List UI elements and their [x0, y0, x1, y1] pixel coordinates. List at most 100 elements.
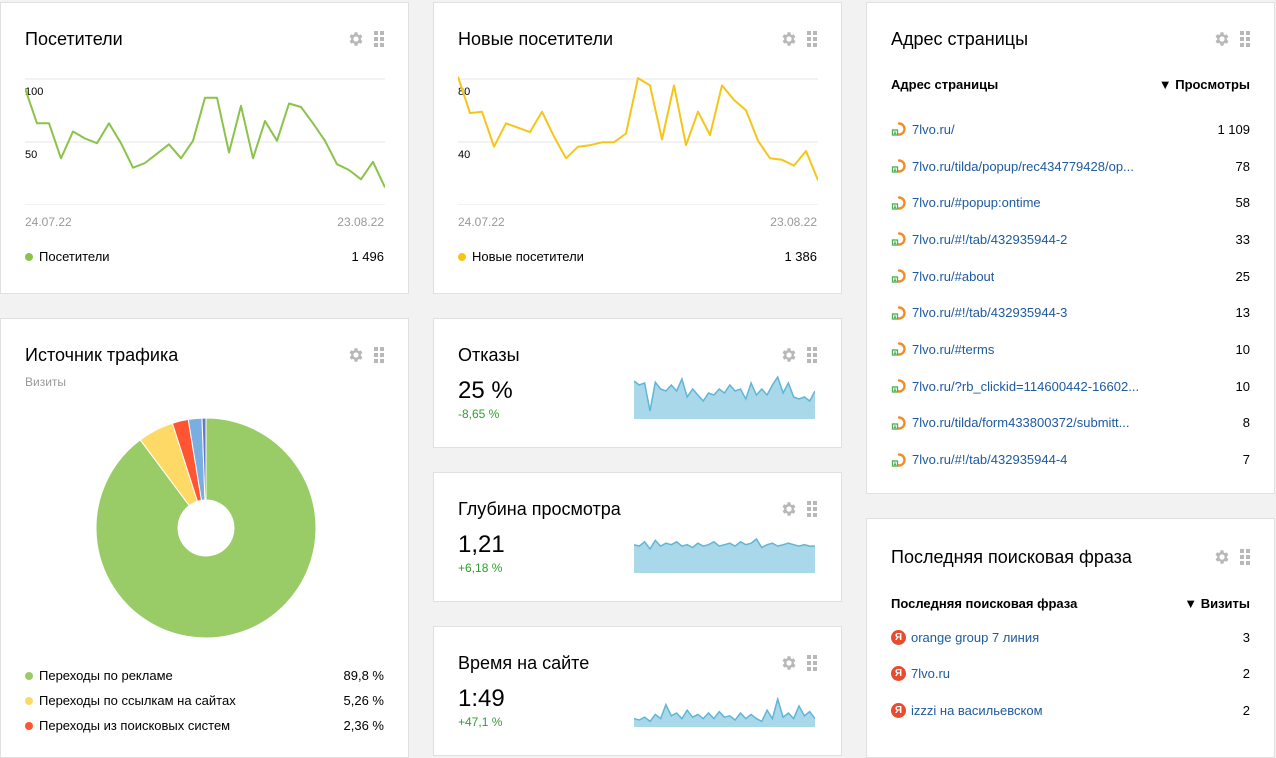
gear-icon[interactable]	[347, 346, 365, 364]
page-address-table: 7lvo.ru/1 109 7lvo.ru/tilda/popup/rec4347…	[891, 111, 1250, 478]
drag-handle-icon[interactable]	[807, 655, 817, 671]
table-header: Адрес страницы ▼ Просмотры	[891, 77, 1250, 92]
time-sparkline	[634, 697, 815, 727]
page-link-icon	[891, 122, 906, 137]
metric-delta: +6,18 %	[458, 561, 503, 575]
legend-value: 1 496	[351, 249, 384, 264]
date-end: 23.08.22	[337, 215, 384, 229]
pie-slice[interactable]	[201, 417, 207, 501]
table-row[interactable]: 7lvo.ru/#about 25	[891, 258, 1250, 295]
widget-title: Источник трафика	[25, 345, 179, 365]
table-row[interactable]: 7lvo.ru/#popup:ontime 58	[891, 184, 1250, 221]
gear-icon[interactable]	[1213, 548, 1231, 566]
page-views-value: 58	[1235, 195, 1250, 211]
page-views-value: 7	[1242, 452, 1250, 468]
sparkline-area	[634, 699, 815, 727]
table-row[interactable]: 7lvo.ru/?rb_clickid=114600442-16602... 10	[891, 368, 1250, 405]
gear-icon[interactable]	[1213, 30, 1231, 48]
gear-icon[interactable]	[780, 654, 798, 672]
gear-icon[interactable]	[780, 346, 798, 364]
table-row[interactable]: Я 7lvo.ru 2	[891, 656, 1250, 693]
y-tick-label: 40	[458, 149, 470, 161]
legend-dot	[25, 721, 33, 730]
legend-label: Переходы по рекламе	[39, 668, 173, 683]
page-link-icon	[891, 452, 906, 467]
table-row[interactable]: 7lvo.ru/#!/tab/432935944-3 13	[891, 294, 1250, 331]
page-link-icon	[891, 416, 906, 430]
table-row[interactable]: 7lvo.ru/#!/tab/432935944-4 7	[891, 441, 1250, 478]
table-row[interactable]: 7lvo.ru/#terms 10	[891, 331, 1250, 368]
depth-widget: Глубина просмотра 1,21 +6,18 %	[433, 472, 842, 602]
series-line	[25, 87, 385, 188]
metric-value: 1,21	[458, 531, 505, 558]
search-visits-value: 2	[1242, 666, 1250, 682]
table-row[interactable]: 7lvo.ru/1 109	[891, 111, 1250, 148]
legend-label: Переходы из поисковых систем	[39, 718, 231, 733]
column-header-phrase: Последняя поисковая фраза	[891, 596, 1078, 611]
bounces-widget: Отказы 25 % -8,65 %	[433, 318, 842, 448]
drag-handle-icon[interactable]	[807, 347, 817, 363]
page-url-link[interactable]: 7lvo.ru/tilda/form433800372/submitt...	[912, 415, 1130, 431]
page-address-widget: Адрес страницы Адрес страницы ▼ Просмотр…	[866, 2, 1275, 494]
legend-value: 89,8 %	[343, 668, 384, 683]
column-header-views[interactable]: ▼ Просмотры	[1158, 77, 1250, 92]
page-url-link[interactable]: 7lvo.ru/#!/tab/432935944-4	[912, 452, 1068, 468]
column-header-visits[interactable]: ▼ Визиты	[1184, 596, 1250, 611]
page-views-value: 78	[1235, 158, 1250, 174]
drag-handle-icon[interactable]	[374, 31, 384, 47]
legend-value: 5,26 %	[343, 693, 384, 708]
search-phrase-link[interactable]: izzzi на васильевском	[911, 702, 1043, 718]
legend-value: 2,36 %	[343, 718, 384, 733]
drag-handle-icon[interactable]	[807, 31, 817, 47]
table-row[interactable]: 7lvo.ru/tilda/popup/rec434779428/op... 78	[891, 148, 1250, 185]
gear-icon[interactable]	[780, 30, 798, 48]
widget-title: Время на сайте	[458, 653, 590, 673]
sparkline-area	[634, 377, 815, 419]
page-url-link[interactable]: 7lvo.ru/	[912, 121, 955, 137]
page-url-link[interactable]: 7lvo.ru/#!/tab/432935944-2	[912, 231, 1068, 247]
series-line	[458, 76, 818, 181]
search-phrase-widget: Последняя поисковая фраза Последняя поис…	[866, 518, 1275, 758]
table-row[interactable]: 7lvo.ru/tilda/form433800372/submitt... 8	[891, 405, 1250, 442]
metric-value: 25 %	[458, 377, 513, 404]
page-url-link[interactable]: 7lvo.ru/#about	[912, 268, 995, 284]
widget-tools	[347, 346, 384, 364]
gear-icon[interactable]	[347, 30, 365, 48]
page-link-icon	[891, 379, 906, 393]
page-url-link[interactable]: 7lvo.ru/#popup:ontime	[912, 195, 1041, 211]
legend-item[interactable]: Переходы из поисковых систем 2,36 %	[25, 713, 384, 738]
legend-row: Новые посетители 1 386	[458, 249, 817, 264]
page-url-link[interactable]: 7lvo.ru/tilda/popup/rec434779428/op...	[912, 158, 1134, 174]
traffic-pie-chart	[95, 417, 317, 639]
table-row[interactable]: 7lvo.ru/#!/tab/432935944-2 33	[891, 221, 1250, 258]
page-views-value: 13	[1235, 305, 1250, 321]
search-phrase-link[interactable]: orange group 7 линия	[911, 629, 1040, 645]
page-url-link[interactable]: 7lvo.ru/#!/tab/432935944-3	[912, 305, 1068, 321]
sparkline-line	[634, 537, 815, 551]
gear-icon[interactable]	[780, 500, 798, 518]
drag-handle-icon[interactable]	[1240, 31, 1250, 47]
y-tick-label: 100	[25, 86, 43, 98]
drag-handle-icon[interactable]	[807, 501, 817, 517]
traffic-source-widget: Источник трафика Визиты Переходы по рекл…	[0, 318, 409, 758]
pie-slice[interactable]	[95, 417, 317, 639]
metric-delta: +47,1 %	[458, 715, 503, 729]
new-visitors-widget: Новые посетители 80 40 24.07.22 23.08.22 …	[433, 2, 842, 294]
drag-handle-icon[interactable]	[374, 347, 384, 363]
metric-value: 1:49	[458, 685, 505, 712]
widget-tools	[347, 30, 384, 48]
legend-item[interactable]: Переходы по рекламе 89,8 %	[25, 663, 384, 688]
legend-row: Посетители 1 496	[25, 249, 384, 264]
search-phrase-link[interactable]: 7lvo.ru	[911, 666, 951, 682]
widget-tools	[1213, 30, 1250, 48]
drag-handle-icon[interactable]	[1240, 549, 1250, 565]
page-views-value: 33	[1235, 231, 1250, 247]
page-url-link[interactable]: 7lvo.ru/?rb_clickid=114600442-16602...	[912, 378, 1140, 394]
legend-item[interactable]: Переходы по ссылкам на сайтах 5,26 %	[25, 688, 384, 713]
page-url-link[interactable]: 7lvo.ru/#terms	[912, 341, 995, 357]
sparkline-area	[634, 539, 815, 573]
widget-tools	[780, 500, 817, 518]
